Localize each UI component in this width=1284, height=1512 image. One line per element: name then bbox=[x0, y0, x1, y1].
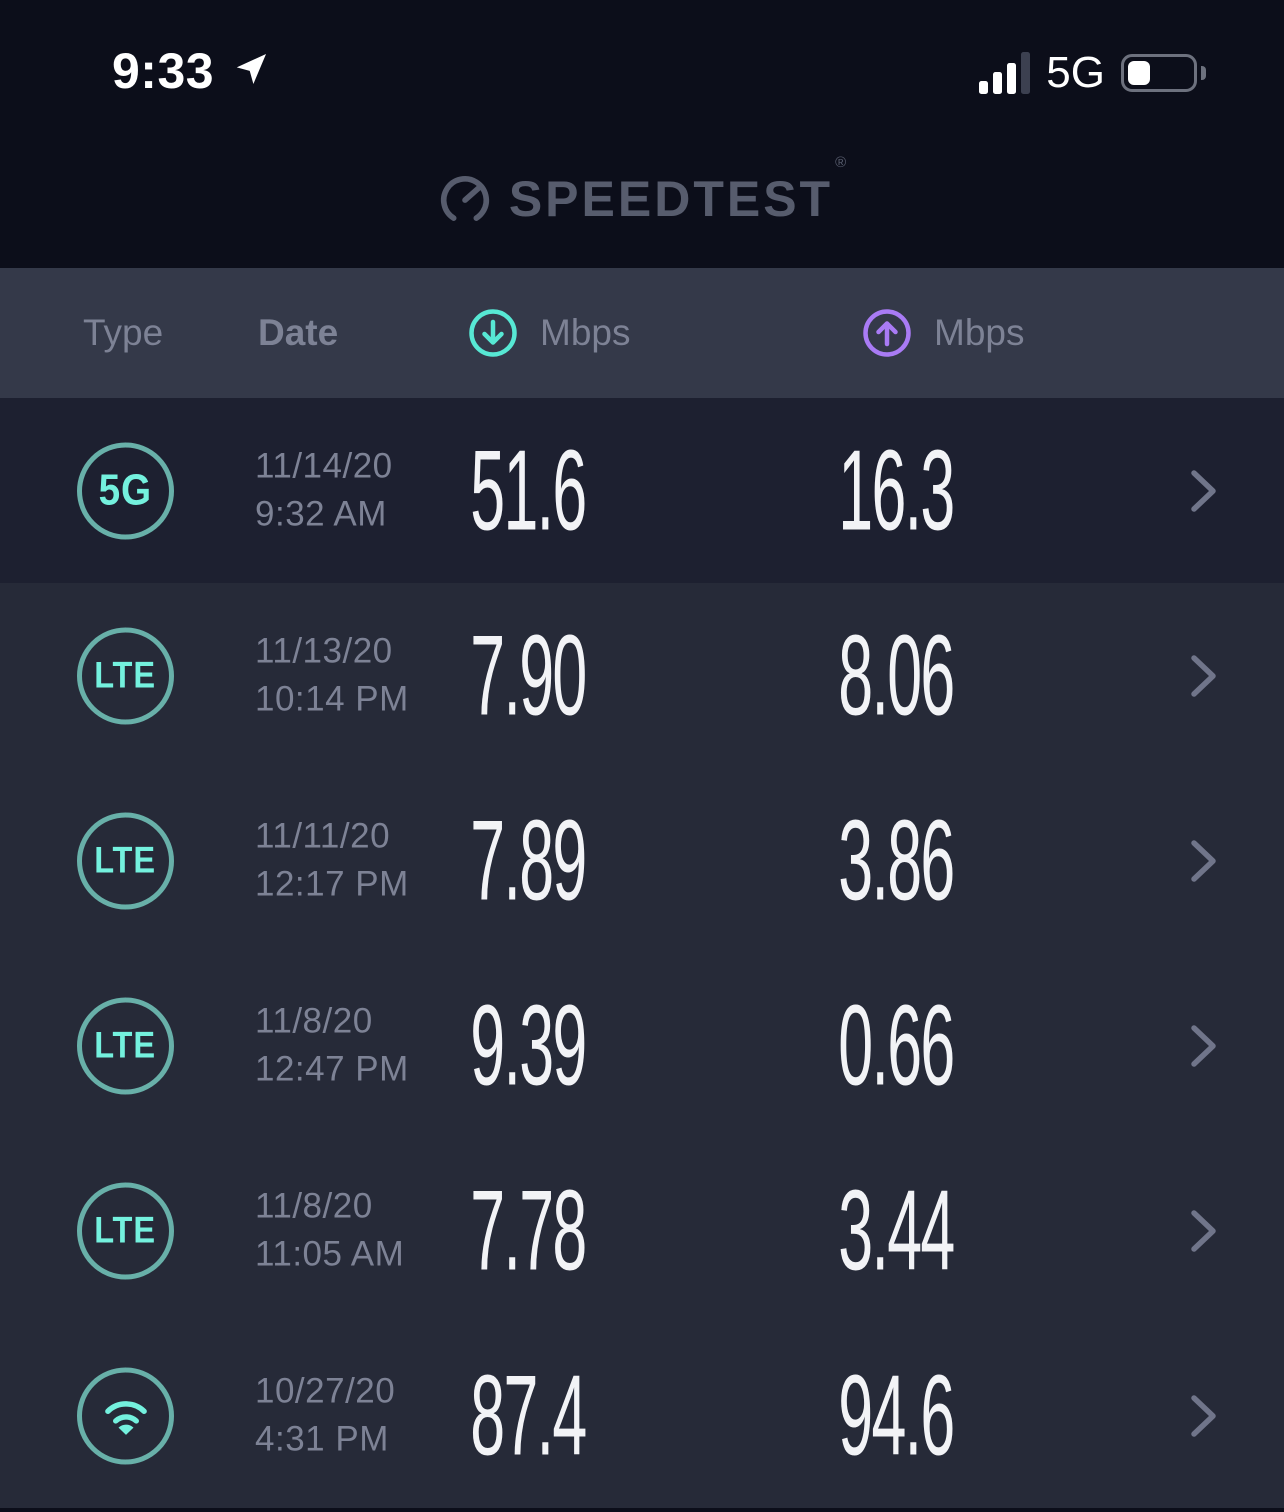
connection-type-label: 5G bbox=[98, 465, 153, 515]
sort-by-upload-header[interactable]: Mbps bbox=[934, 312, 1025, 353]
upload-speed-value: 16.3 bbox=[838, 427, 955, 554]
result-date-text: 11/14/20 bbox=[255, 446, 393, 486]
result-time-text: 11:05 AM bbox=[255, 1234, 405, 1274]
upload-speed-value: 3.44 bbox=[838, 1167, 955, 1294]
trademark-symbol: ® bbox=[835, 154, 850, 171]
app-title: SPEEDTEST® bbox=[508, 154, 850, 227]
chevron-right-icon[interactable] bbox=[1190, 469, 1218, 513]
chevron-right-icon[interactable] bbox=[1190, 654, 1218, 698]
connection-type-label: LTE bbox=[94, 1209, 157, 1251]
result-time-text: 10:14 PM bbox=[255, 679, 409, 719]
result-date-text: 11/13/20 bbox=[255, 631, 393, 671]
results-table-header: Type Date Mbps Mbps bbox=[0, 268, 1284, 398]
upload-arrow-icon[interactable] bbox=[862, 308, 912, 358]
result-row[interactable]: LTE 11/8/20 12:47 PM 9.39 0.66 bbox=[0, 953, 1284, 1138]
result-date-text: 11/8/20 bbox=[255, 1001, 373, 1041]
connection-type-badge: LTE bbox=[77, 812, 174, 909]
result-date: 11/8/20 11:05 AM bbox=[255, 1182, 404, 1279]
upload-speed-value: 8.06 bbox=[838, 612, 955, 739]
download-speed-value: 7.90 bbox=[470, 612, 587, 739]
result-date: 11/8/20 12:47 PM bbox=[255, 997, 409, 1094]
result-date: 11/14/20 9:32 AM bbox=[255, 442, 393, 539]
download-speed-value: 7.89 bbox=[470, 797, 587, 924]
connection-type-label: LTE bbox=[94, 654, 157, 696]
result-row[interactable]: LTE 11/8/20 11:05 AM 7.78 3.44 bbox=[0, 1138, 1284, 1323]
result-time-text: 4:31 PM bbox=[255, 1419, 389, 1459]
speedtest-gauge-icon bbox=[440, 176, 489, 225]
chevron-right-icon[interactable] bbox=[1190, 839, 1218, 883]
connection-type-label: LTE bbox=[94, 1024, 157, 1066]
clock: 9:33 bbox=[112, 43, 215, 99]
download-arrow-icon[interactable] bbox=[468, 308, 518, 358]
result-date-text: 11/11/20 bbox=[255, 816, 391, 856]
connection-type-badge bbox=[77, 1367, 174, 1464]
app-header: SPEEDTEST® bbox=[0, 130, 1284, 365]
result-time-text: 12:17 PM bbox=[255, 864, 409, 904]
battery-nub bbox=[1201, 66, 1206, 80]
connection-type-badge: LTE bbox=[77, 627, 174, 724]
result-row[interactable]: 5G 11/14/20 9:32 AM 51.6 16.3 bbox=[0, 398, 1284, 583]
result-row[interactable]: LTE 11/13/20 10:14 PM 7.90 8.06 bbox=[0, 583, 1284, 768]
connection-type-badge: LTE bbox=[77, 997, 174, 1094]
result-row[interactable]: 10/27/20 4:31 PM 87.4 94.6 bbox=[0, 1323, 1284, 1508]
status-bar: 9:33 5G bbox=[0, 0, 1284, 130]
sort-by-date-header[interactable]: Date bbox=[258, 312, 339, 353]
upload-speed-value: 3.86 bbox=[838, 797, 955, 924]
speedtest-logo: SPEEDTEST® bbox=[0, 130, 1284, 268]
location-arrow-icon bbox=[236, 53, 267, 85]
download-speed-value: 87.4 bbox=[470, 1352, 587, 1479]
result-row[interactable]: LTE 11/11/20 12:17 PM 7.89 3.86 bbox=[0, 768, 1284, 953]
download-speed-value: 9.39 bbox=[470, 982, 587, 1109]
upload-speed-value: 0.66 bbox=[838, 982, 955, 1109]
result-date-text: 11/8/20 bbox=[255, 1186, 373, 1226]
connection-type-label: LTE bbox=[94, 839, 157, 881]
result-time-text: 9:32 AM bbox=[255, 494, 387, 534]
sort-by-type-header[interactable]: Type bbox=[83, 312, 164, 353]
connection-type-badge: 5G bbox=[77, 442, 174, 539]
download-speed-value: 7.78 bbox=[470, 1167, 587, 1294]
result-date: 11/13/20 10:14 PM bbox=[255, 627, 409, 724]
download-speed-value: 51.6 bbox=[470, 427, 587, 554]
battery-icon bbox=[1121, 54, 1197, 92]
signal-strength-icon bbox=[979, 52, 1031, 94]
result-date: 10/27/20 4:31 PM bbox=[255, 1367, 395, 1464]
upload-speed-value: 94.6 bbox=[838, 1352, 955, 1479]
network-type-label: 5G bbox=[1046, 48, 1105, 97]
results-list: 5G 11/14/20 9:32 AM 51.6 16.3 LTE bbox=[0, 398, 1284, 1508]
result-date: 11/11/20 12:17 PM bbox=[255, 812, 409, 909]
result-time-text: 12:47 PM bbox=[255, 1049, 409, 1089]
sort-by-download-header[interactable]: Mbps bbox=[540, 312, 631, 353]
chevron-right-icon[interactable] bbox=[1190, 1024, 1218, 1068]
connection-type-badge: LTE bbox=[77, 1182, 174, 1279]
chevron-right-icon[interactable] bbox=[1190, 1209, 1218, 1253]
chevron-right-icon[interactable] bbox=[1190, 1394, 1218, 1438]
result-date-text: 10/27/20 bbox=[255, 1371, 396, 1411]
wifi-icon bbox=[104, 1401, 147, 1435]
